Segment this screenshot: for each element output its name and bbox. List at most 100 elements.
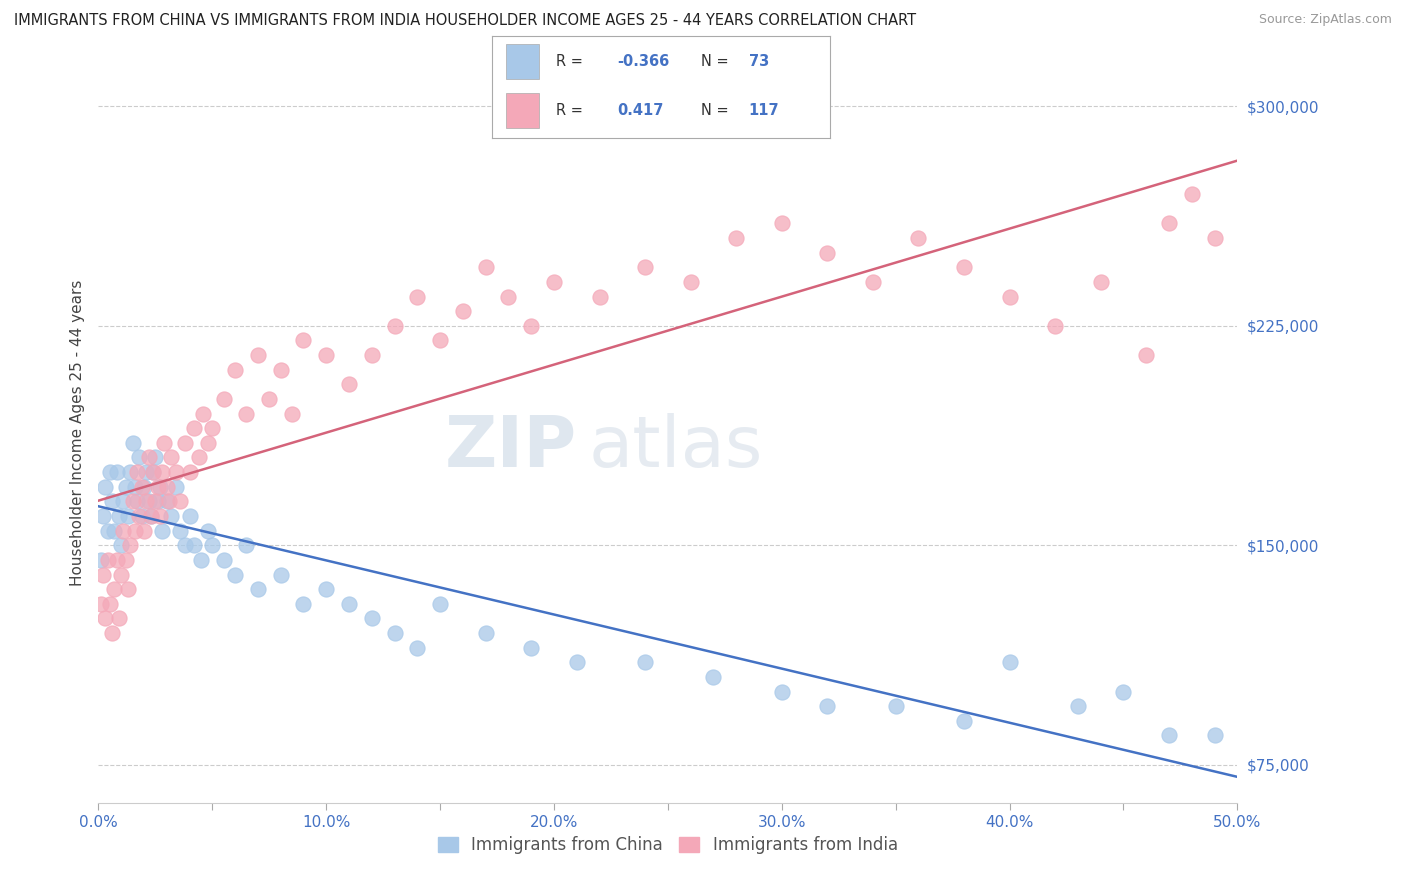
Point: [634, 260, 657, 275]
Point: [224, 567, 246, 582]
Point: [498, 289, 520, 303]
Point: [142, 465, 165, 479]
Point: [138, 494, 160, 508]
Point: [121, 494, 143, 508]
Point: [815, 699, 838, 714]
Point: [588, 289, 610, 303]
Point: [725, 231, 748, 245]
Text: R =: R =: [557, 103, 583, 118]
Point: [142, 465, 165, 479]
Point: [114, 553, 136, 567]
Point: [179, 508, 201, 523]
Point: [132, 524, 155, 538]
Point: [90, 553, 112, 567]
Point: [112, 494, 135, 508]
Point: [212, 392, 235, 406]
Point: [120, 465, 142, 479]
Point: [197, 435, 219, 450]
Text: R =: R =: [557, 54, 583, 69]
Point: [235, 538, 257, 552]
Point: [543, 275, 565, 289]
Point: [197, 524, 219, 538]
Point: [156, 494, 179, 508]
Point: [187, 450, 209, 465]
Point: [1067, 699, 1090, 714]
Point: [110, 538, 132, 552]
Point: [270, 362, 292, 376]
Point: [128, 508, 150, 523]
Point: [212, 553, 235, 567]
Bar: [506, 93, 540, 128]
Point: [815, 245, 838, 260]
Point: [702, 670, 724, 684]
Point: [384, 318, 406, 333]
Point: [150, 524, 173, 538]
Point: [145, 450, 167, 465]
Point: [246, 348, 269, 362]
Point: [131, 508, 153, 523]
Point: [91, 508, 114, 523]
Point: [90, 597, 112, 611]
Point: [110, 567, 132, 582]
Point: [149, 480, 172, 494]
Legend: Immigrants from China, Immigrants from India: Immigrants from China, Immigrants from I…: [432, 830, 904, 861]
Point: [634, 656, 657, 670]
Point: [429, 334, 451, 348]
Point: [259, 392, 281, 406]
Point: [406, 289, 429, 303]
Point: [139, 508, 162, 523]
Text: IMMIGRANTS FROM CHINA VS IMMIGRANTS FROM INDIA HOUSEHOLDER INCOME AGES 25 - 44 Y: IMMIGRANTS FROM CHINA VS IMMIGRANTS FROM…: [14, 13, 917, 29]
Point: [520, 318, 543, 333]
Point: [156, 480, 179, 494]
Point: [292, 597, 315, 611]
Point: [201, 421, 224, 435]
Point: [91, 567, 114, 582]
Point: [270, 567, 292, 582]
Point: [770, 216, 793, 230]
Point: [96, 553, 118, 567]
Point: [160, 508, 183, 523]
Point: [1204, 231, 1226, 245]
Point: [406, 640, 429, 655]
Point: [105, 553, 128, 567]
Bar: [506, 44, 540, 78]
Point: [127, 494, 149, 508]
Point: [179, 465, 201, 479]
Point: [246, 582, 269, 597]
Point: [145, 494, 167, 508]
Point: [103, 582, 125, 597]
Point: [124, 524, 146, 538]
Point: [474, 626, 496, 640]
Text: ZIP: ZIP: [444, 413, 576, 482]
Point: [224, 362, 246, 376]
Point: [201, 538, 224, 552]
Point: [193, 407, 215, 421]
Point: [862, 275, 884, 289]
Point: [315, 582, 337, 597]
Point: [124, 480, 146, 494]
Text: atlas: atlas: [588, 413, 762, 482]
Point: [132, 480, 155, 494]
Point: [101, 626, 124, 640]
Point: [292, 334, 315, 348]
Point: [679, 275, 702, 289]
Point: [138, 450, 160, 465]
Point: [135, 494, 157, 508]
Point: [360, 611, 382, 625]
Point: [235, 407, 257, 421]
Text: N =: N =: [702, 54, 728, 69]
Text: -0.366: -0.366: [617, 54, 669, 69]
Point: [770, 684, 793, 698]
Point: [94, 611, 117, 625]
Point: [103, 524, 125, 538]
Point: [1204, 729, 1226, 743]
Point: [174, 538, 197, 552]
Point: [135, 465, 157, 479]
Point: [1157, 216, 1180, 230]
Point: [1112, 684, 1135, 698]
Point: [1181, 187, 1204, 202]
Point: [146, 480, 169, 494]
Point: [165, 480, 187, 494]
Point: [174, 435, 197, 450]
Point: [108, 611, 131, 625]
